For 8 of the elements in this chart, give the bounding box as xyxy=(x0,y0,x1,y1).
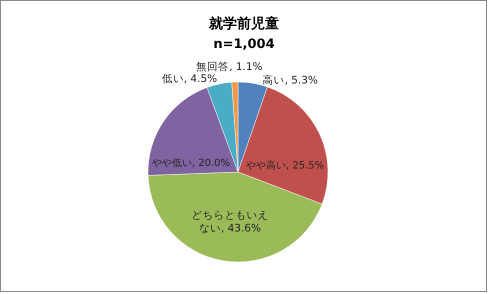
slice-label: やや低い, 20.0% xyxy=(152,158,230,169)
slice-label: 無回答, 1.1% xyxy=(196,61,263,74)
slice-label: どちらともいえない, 43.6% xyxy=(191,209,268,234)
chart-subtitle: n=1,004 xyxy=(213,37,275,52)
slice-label: 高い, 5.3% xyxy=(262,73,318,86)
slice-label: 低い, 4.5% xyxy=(162,73,218,86)
chart-title: 就学前児童 xyxy=(208,15,279,32)
slice-label: やや高い, 25.5% xyxy=(246,159,324,172)
